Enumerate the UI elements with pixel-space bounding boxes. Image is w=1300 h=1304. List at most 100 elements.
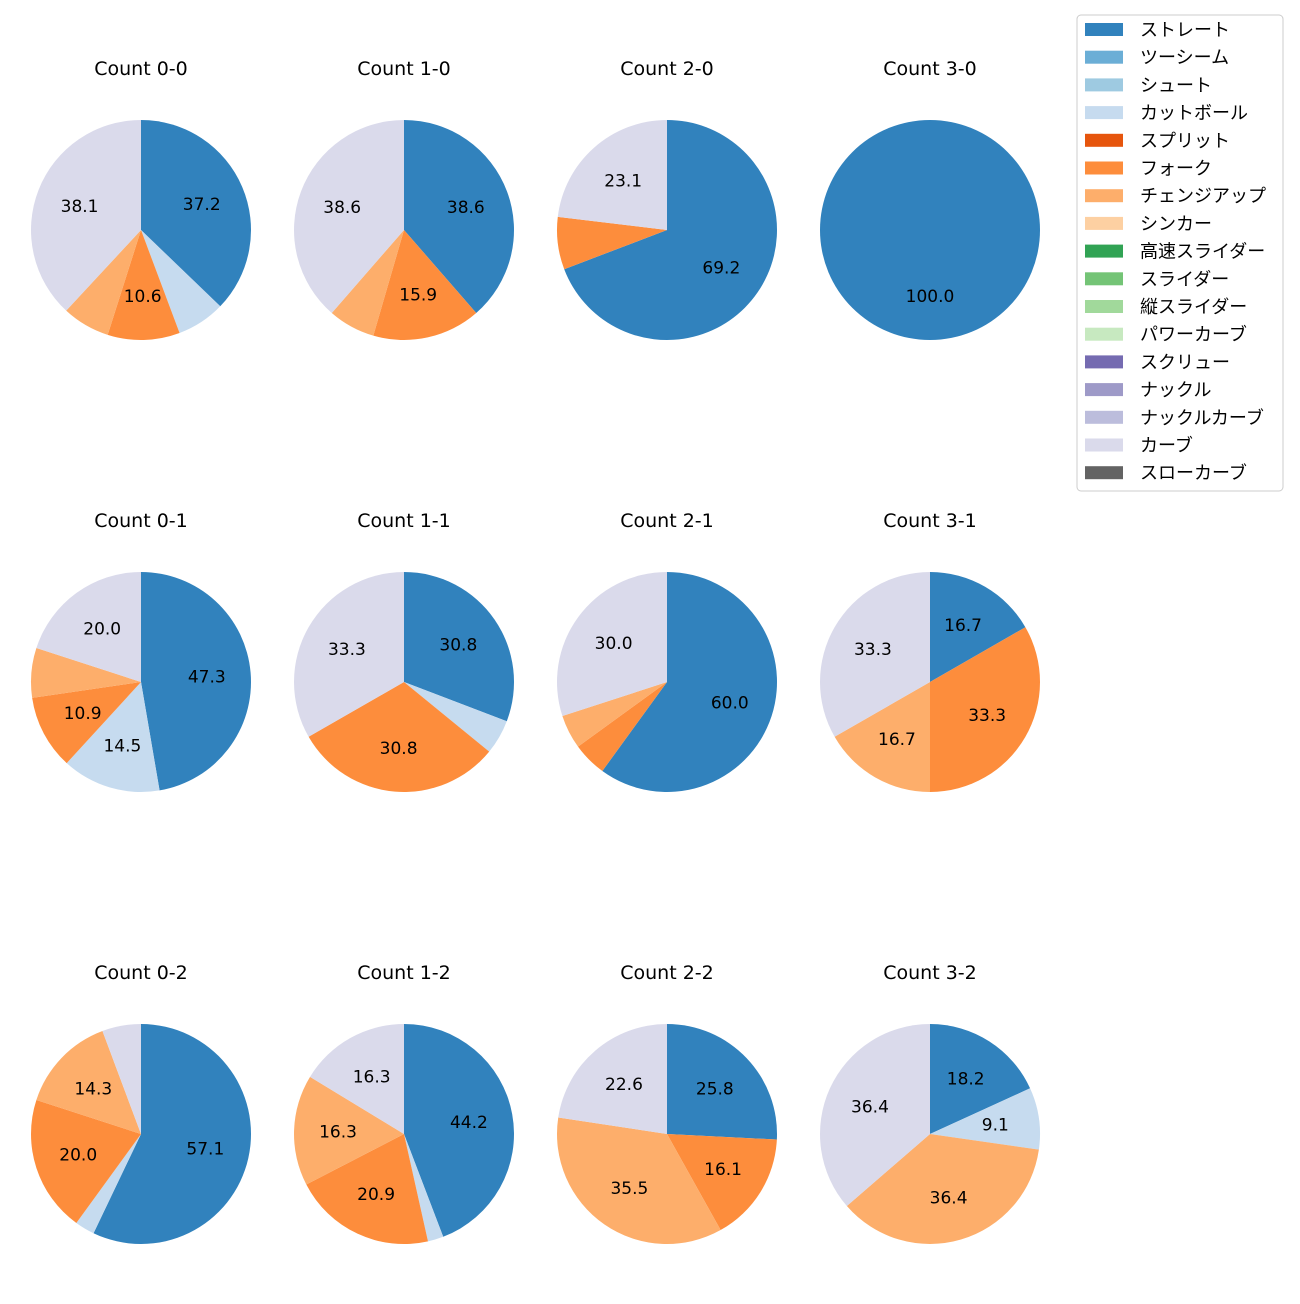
pie-count-3-0: Count 3-0 100.0 bbox=[820, 58, 1040, 340]
pie-count-2-1: Count 2-1 60.0 30.0 bbox=[557, 510, 777, 793]
slice-label: 20.0 bbox=[59, 1145, 97, 1165]
slice-label: 44.2 bbox=[450, 1113, 488, 1133]
legend-label: パワーカーブ bbox=[1140, 324, 1247, 346]
slice-label: 14.5 bbox=[103, 736, 141, 756]
slice-label: 38.6 bbox=[447, 198, 485, 218]
legend-swatch bbox=[1085, 300, 1123, 313]
legend-swatch bbox=[1085, 133, 1123, 147]
legend-item: ツーシーム bbox=[1085, 48, 1229, 69]
legend-item: カットボール bbox=[1085, 103, 1248, 124]
pie-count-1-1: Count 1-1 30.8 30.8 33.3 bbox=[293, 510, 515, 792]
legend-item: カーブ bbox=[1085, 435, 1193, 457]
pie-slice bbox=[404, 1024, 514, 1237]
pie-count-0-2: Count 0-2 57.1 20.0 14.3 bbox=[31, 962, 252, 1244]
legend-item: スライダー bbox=[1085, 269, 1229, 290]
legend-label: シュート bbox=[1140, 75, 1212, 96]
pie-slice bbox=[293, 120, 404, 313]
legend-swatch bbox=[1085, 244, 1123, 258]
pie-slice bbox=[310, 1024, 404, 1134]
pie-slice bbox=[36, 572, 141, 682]
slice-label: 30.0 bbox=[595, 634, 633, 654]
legend-swatch bbox=[1085, 383, 1123, 397]
legend-box bbox=[1076, 14, 1284, 492]
legend-label: チェンジアップ bbox=[1140, 186, 1266, 207]
pie-slice bbox=[66, 682, 160, 792]
legend-label: スクリュー bbox=[1140, 352, 1230, 373]
pie-slice bbox=[93, 1024, 252, 1244]
legend-label: スライダー bbox=[1140, 269, 1229, 290]
legend-swatch bbox=[1085, 78, 1123, 92]
legend-swatch bbox=[1085, 355, 1123, 369]
pie-slice bbox=[556, 1117, 721, 1244]
legend-item: スローカーブ bbox=[1085, 462, 1247, 484]
pie-slice bbox=[141, 120, 251, 307]
pie-slice bbox=[562, 682, 667, 747]
pie-slice bbox=[667, 1024, 777, 1140]
slice-label: 18.2 bbox=[947, 1069, 985, 1089]
pie-title: Count 2-2 bbox=[620, 962, 714, 984]
pie-slice bbox=[66, 230, 141, 335]
slice-label: 36.4 bbox=[851, 1098, 889, 1118]
pie-slice bbox=[404, 1134, 444, 1242]
legend-label: ストレート bbox=[1140, 20, 1230, 41]
pie-slice bbox=[820, 572, 930, 737]
legend-label: ナックル bbox=[1140, 380, 1211, 401]
pie-slice bbox=[294, 1076, 404, 1185]
pie-count-1-2: Count 1-2 44.2 20.9 16.3 16.3 bbox=[294, 962, 514, 1244]
slice-label: 23.1 bbox=[604, 172, 642, 192]
slice-label: 20.9 bbox=[357, 1185, 395, 1205]
legend-swatch bbox=[1085, 161, 1123, 175]
legend-label: カーブ bbox=[1140, 435, 1193, 457]
legend-item: チェンジアップ bbox=[1085, 186, 1266, 207]
pie-slice bbox=[373, 230, 477, 340]
pie-title: Count 3-2 bbox=[883, 962, 977, 984]
legend-item: スクリュー bbox=[1085, 352, 1230, 373]
legend-item: スプリット bbox=[1085, 131, 1230, 152]
legend-item: 高速スライダー bbox=[1085, 242, 1265, 263]
legend-swatch bbox=[1085, 216, 1123, 230]
pie-slice bbox=[602, 572, 777, 793]
legend-item: シュート bbox=[1085, 75, 1212, 96]
pie-title: Count 1-1 bbox=[357, 510, 451, 532]
pie-slice bbox=[141, 230, 221, 334]
legend-label: フォーク bbox=[1140, 159, 1212, 180]
pie-slice bbox=[404, 120, 514, 313]
pie-title: Count 3-0 bbox=[883, 58, 977, 80]
legend-item: シンカー bbox=[1085, 214, 1212, 235]
pie-title: Count 0-1 bbox=[94, 510, 188, 532]
pie-slice bbox=[930, 572, 1026, 682]
slice-label: 30.8 bbox=[380, 739, 418, 759]
pie-slice bbox=[293, 572, 404, 737]
slice-label: 36.4 bbox=[930, 1188, 968, 1208]
pie-slice bbox=[820, 1023, 930, 1207]
legend-swatch bbox=[1085, 272, 1123, 286]
slice-label: 22.6 bbox=[605, 1075, 643, 1095]
pie-slice bbox=[557, 572, 667, 716]
slice-label: 33.3 bbox=[854, 640, 892, 660]
slice-label: 14.3 bbox=[74, 1079, 112, 1099]
pie-slice bbox=[930, 627, 1040, 792]
pie-slice bbox=[76, 1134, 141, 1234]
legend-swatch bbox=[1085, 189, 1123, 203]
pie-slice bbox=[31, 1100, 142, 1223]
legend-item: ストレート bbox=[1085, 20, 1230, 41]
legend-swatch bbox=[1085, 50, 1123, 64]
slice-label: 16.3 bbox=[353, 1067, 391, 1087]
slice-label: 10.6 bbox=[124, 287, 162, 307]
pie-slice bbox=[404, 682, 507, 752]
legend-label: ツーシーム bbox=[1140, 48, 1229, 69]
pie-slice bbox=[404, 572, 515, 722]
slice-label: 16.7 bbox=[878, 730, 916, 750]
legend-item: ナックル bbox=[1085, 380, 1211, 401]
legend-label: スローカーブ bbox=[1140, 462, 1247, 484]
pie-slice bbox=[331, 230, 404, 336]
legend-swatch bbox=[1085, 106, 1123, 120]
slice-label: 25.8 bbox=[696, 1080, 734, 1100]
slice-label: 37.2 bbox=[183, 195, 221, 215]
pie-title: Count 0-2 bbox=[94, 962, 188, 984]
slice-label: 100.0 bbox=[906, 287, 955, 307]
pie-slice bbox=[564, 120, 777, 340]
pie-count-3-1: Count 3-1 16.7 33.3 16.7 33.3 bbox=[820, 510, 1040, 792]
legend-label: 縦スライダー bbox=[1140, 297, 1247, 318]
